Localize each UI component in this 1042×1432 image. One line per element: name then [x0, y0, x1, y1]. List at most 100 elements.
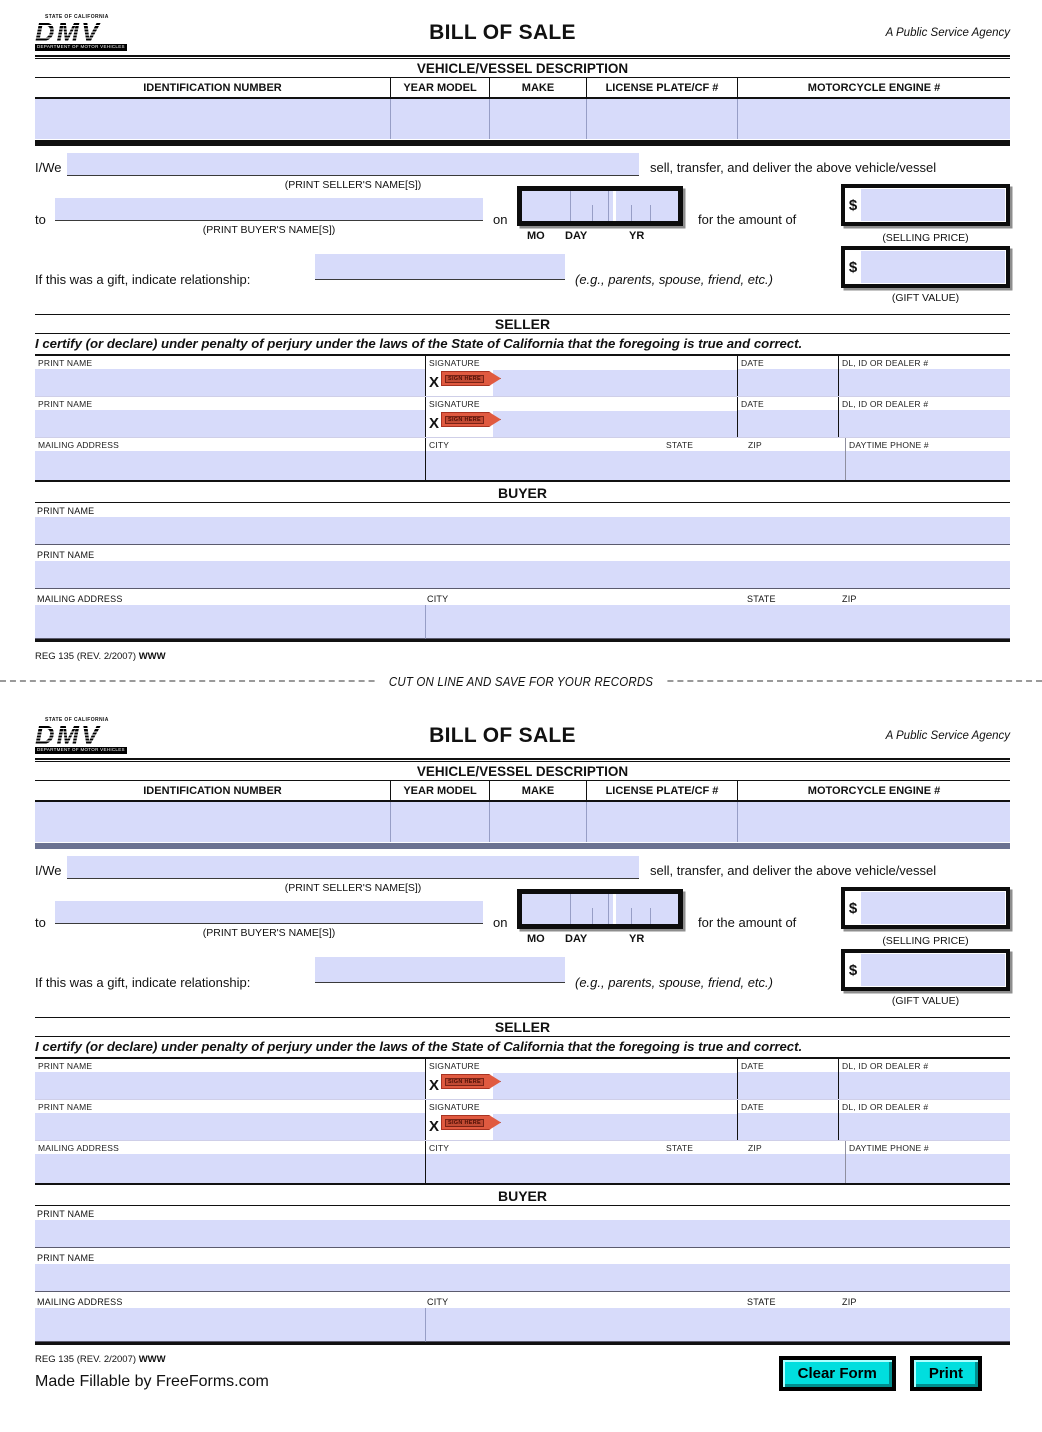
- buyer-name-caption: (PRINT BUYER'S NAME[S]): [202, 927, 336, 939]
- buyer-city-state-zip-input[interactable]: [425, 1308, 1010, 1342]
- dl-label: DL, ID OR DEALER #: [842, 358, 929, 368]
- gift-value-input[interactable]: [861, 954, 1005, 986]
- buyer-name-input[interactable]: [55, 901, 483, 924]
- gift-example: (e.g., parents, spouse, friend, etc.): [575, 975, 773, 990]
- seller1-date-input[interactable]: [738, 1072, 838, 1099]
- buyer-section-heading: BUYER: [35, 1185, 1010, 1206]
- seller-row-2: PRINT NAME SIGNATURE X SIGN HERE DATE DL…: [35, 1100, 1010, 1141]
- year-model-input[interactable]: [390, 99, 489, 139]
- dollar-sign: $: [848, 899, 858, 917]
- gift-value-box: $: [841, 949, 1010, 991]
- buyer-mailing-address-input[interactable]: [35, 605, 425, 639]
- state-label: STATE: [747, 594, 776, 604]
- daytime-phone-label: DAYTIME PHONE #: [849, 440, 929, 450]
- rule: [35, 77, 1010, 78]
- buyer-city-state-zip-input[interactable]: [425, 605, 1010, 639]
- seller-mailing-address-input[interactable]: [35, 451, 425, 480]
- buyer2-print-name-input[interactable]: [35, 1264, 1010, 1292]
- dl-label: DL, ID OR DEALER #: [842, 1102, 929, 1112]
- gift-value-input[interactable]: [861, 251, 1005, 283]
- seller-city-input[interactable]: [426, 451, 663, 480]
- make-input[interactable]: [489, 802, 586, 842]
- license-plate-input[interactable]: [586, 802, 737, 842]
- seller2-print-name-input[interactable]: [35, 410, 425, 437]
- make-input[interactable]: [489, 99, 586, 139]
- selling-price-input[interactable]: [861, 892, 1005, 924]
- seller2-print-name-input[interactable]: [35, 1113, 425, 1140]
- sale-date-input[interactable]: [517, 889, 683, 929]
- dmv-logo-letters: DMV: [35, 18, 107, 45]
- seller2-dl-input[interactable]: [839, 410, 1010, 437]
- date-label: DATE: [741, 1102, 764, 1112]
- signature-label: SIGNATURE: [429, 1061, 480, 1071]
- seller1-print-name-input[interactable]: [35, 369, 425, 396]
- seller-name-caption: (PRINT SELLER'S NAME[S]): [284, 882, 422, 894]
- seller-zip-input[interactable]: [745, 1154, 845, 1183]
- vehicle-table-fields: [35, 802, 1010, 842]
- zip-label: ZIP: [842, 1297, 857, 1307]
- logo-dept-text: DEPARTMENT OF MOTOR VEHICLES: [35, 43, 127, 52]
- rule: [35, 1017, 1010, 1018]
- seller1-signature-input[interactable]: [493, 369, 737, 396]
- motorcycle-engine-input[interactable]: [737, 802, 1010, 842]
- identification-number-input[interactable]: [35, 99, 390, 139]
- license-plate-input[interactable]: [586, 99, 737, 139]
- buyer1-print-name-input[interactable]: [35, 1220, 1010, 1248]
- seller1-date-input[interactable]: [738, 369, 838, 396]
- gift-value-caption: (GIFT VALUE): [891, 995, 960, 1007]
- zip-label: ZIP: [748, 1143, 762, 1153]
- seller-name-input[interactable]: [67, 153, 639, 176]
- vehicle-table-header: IDENTIFICATION NUMBER YEAR MODEL MAKE LI…: [35, 781, 1010, 802]
- section-divider-bar: [35, 140, 1010, 146]
- col-identification-number: IDENTIFICATION NUMBER: [35, 78, 390, 99]
- seller1-dl-input[interactable]: [839, 369, 1010, 396]
- identification-number-input[interactable]: [35, 802, 390, 842]
- selling-price-input[interactable]: [861, 189, 1005, 221]
- date-tick: [607, 191, 609, 221]
- seller2-signature-input[interactable]: [493, 1113, 737, 1140]
- buyer-mailing-address-input[interactable]: [35, 1308, 425, 1342]
- form-header: STATE OF CALIFORNIA DMV DEPARTMENT OF MO…: [35, 12, 1010, 54]
- seller-row-1: PRINT NAME SIGNATURE X SIGN HERE DATE DL…: [35, 1059, 1010, 1100]
- seller-address-row: MAILING ADDRESS CITY STATE ZIP DAYTIME P…: [35, 1141, 1010, 1185]
- seller1-signature-input[interactable]: [493, 1072, 737, 1099]
- seller-mailing-address-input[interactable]: [35, 1154, 425, 1183]
- reg-www: WWW: [138, 1354, 166, 1365]
- seller-state-input[interactable]: [663, 1154, 745, 1183]
- seller2-dl-input[interactable]: [839, 1113, 1010, 1140]
- seller-phone-input[interactable]: [846, 1154, 1010, 1183]
- seller-phone-input[interactable]: [846, 451, 1010, 480]
- seller2-date-input[interactable]: [738, 410, 838, 437]
- section-divider-bar: [35, 843, 1010, 849]
- date-tick: [631, 204, 633, 221]
- seller-city-input[interactable]: [426, 1154, 663, 1183]
- seller2-date-input[interactable]: [738, 1113, 838, 1140]
- sale-statement: I/We sell, transfer, and deliver the abo…: [35, 849, 1010, 1017]
- seller-row-2: PRINT NAME SIGNATURE X SIGN HERE DATE DL…: [35, 397, 1010, 438]
- top-copy-mount: STATE OF CALIFORNIA DMV DEPARTMENT OF MO…: [0, 12, 1042, 669]
- seller1-print-name-input[interactable]: [35, 1072, 425, 1099]
- selling-price-box: $: [841, 184, 1010, 226]
- motorcycle-engine-input[interactable]: [737, 99, 1010, 139]
- seller2-signature-input[interactable]: [493, 410, 737, 437]
- clear-form-button[interactable]: Clear Form: [778, 1356, 896, 1391]
- date-tick-gap: [613, 191, 616, 221]
- vehicle-section-title: VEHICLE/VESSEL DESCRIPTION: [416, 764, 629, 779]
- sale-date-input[interactable]: [517, 186, 683, 226]
- seller-zip-input[interactable]: [745, 451, 845, 480]
- agency-tagline: A Public Service Agency: [885, 730, 1010, 742]
- buyer2-print-name-input[interactable]: [35, 561, 1010, 589]
- buyer-name-input[interactable]: [55, 198, 483, 221]
- selling-price-caption: (SELLING PRICE): [882, 935, 969, 947]
- gift-relationship-input[interactable]: [315, 254, 565, 280]
- year-model-input[interactable]: [390, 802, 489, 842]
- seller-state-input[interactable]: [663, 451, 745, 480]
- print-button[interactable]: Print: [909, 1356, 982, 1391]
- perjury-statement: I certify (or declare) under penalty of …: [35, 1036, 1010, 1059]
- seller1-dl-input[interactable]: [839, 1072, 1010, 1099]
- page: STATE OF CALIFORNIA DMV DEPARTMENT OF MO…: [0, 12, 1042, 1412]
- gift-relationship-input[interactable]: [315, 957, 565, 983]
- buyer1-print-name-input[interactable]: [35, 517, 1010, 545]
- mailing-address-label: MAILING ADDRESS: [37, 1297, 123, 1307]
- seller-name-input[interactable]: [67, 856, 639, 879]
